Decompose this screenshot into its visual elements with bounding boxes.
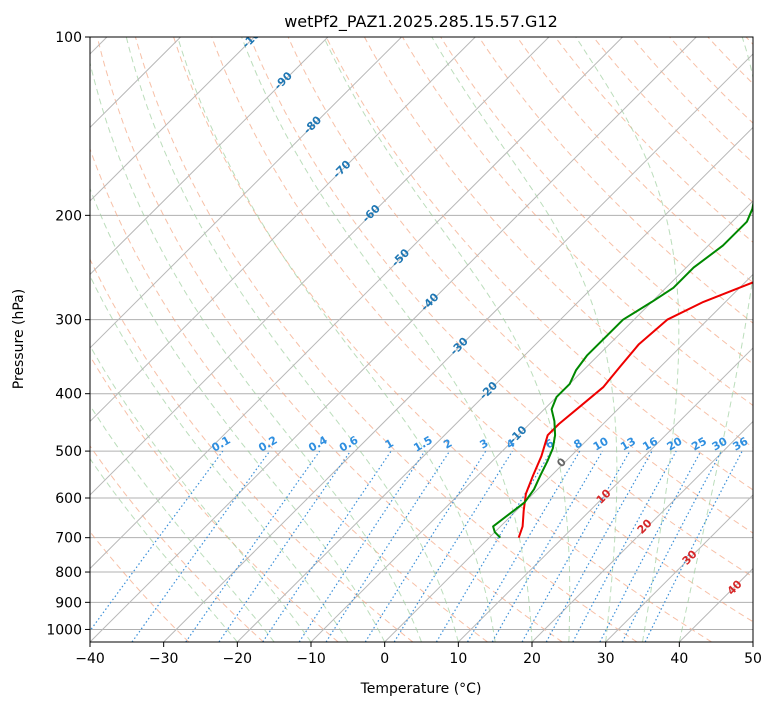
mixing-ratio-line [262,450,392,642]
mixing-ratio-line [185,450,321,642]
dry-adiabat [134,37,638,642]
x-tick-label: 10 [449,651,467,667]
x-tick-label: 40 [670,651,688,667]
x-tick-label: −10 [296,651,326,667]
moist-adiabat [90,404,275,642]
isotherm [457,347,753,642]
dry-adiabat [249,37,753,578]
background-lines [90,37,753,642]
isotherm [90,37,402,349]
y-tick-label: 800 [55,565,82,581]
dry-adiabat [96,37,563,642]
mixing-ratio-line [644,450,743,642]
mixing-ratio-line [393,450,513,642]
dry-adiabat [363,37,753,449]
x-axis-label: Temperature (°C) [360,681,482,697]
dry-adiabat [90,445,264,642]
mixing-ratio-line [90,450,224,632]
mixing-ratio-line [521,450,631,642]
y-tick-label: 900 [55,595,82,611]
y-tick-label: 600 [55,491,82,507]
y-tick-label: 300 [55,313,82,329]
isotherm [90,37,476,423]
dry-adiabat [402,37,753,407]
dry-adiabat [440,37,753,365]
mixing-ratio-line [572,450,677,642]
x-tick-label: −40 [75,651,105,667]
dry-adiabat [631,37,753,164]
moist-adiabat [323,37,571,642]
isotherm [163,53,753,642]
y-tick-label: 100 [55,30,82,46]
isotherm [605,494,753,642]
dewpoint-profile [492,199,753,539]
isotherm [236,126,753,642]
moist-adiabat [431,37,618,642]
moist-adiabat [241,37,533,642]
y-tick-label: 1000 [46,622,82,638]
moist-adiabat [90,457,238,642]
isotherm [90,37,697,642]
dry-adiabat [325,37,753,491]
moist-adiabat [90,274,349,642]
x-tick-label: 0 [380,651,389,667]
x-axis: −40 −30 −20 −10 0 10 20 30 40 50 [75,642,762,667]
moist-adiabat [90,61,422,642]
temperature-profile [517,281,753,539]
mixing-ratio-line [325,450,451,642]
moist-adiabat [125,37,459,642]
x-tick-label: 30 [597,651,615,667]
mixing-ratio-line [364,450,487,642]
y-axis-label: Pressure (hPa) [11,289,27,389]
isotherm [90,37,329,276]
isotherm [531,420,753,642]
moist-adiabat [678,37,753,642]
isotherm [90,37,623,570]
isotherm [310,200,753,642]
moist-adiabat [177,37,496,642]
y-tick-label: 700 [55,531,82,547]
x-tick-label: −20 [223,651,253,667]
chart-title: wetPf2_PAZ1.2025.285.15.57.G12 [284,12,558,32]
dry-adiabat [211,37,753,623]
y-axis: 1000 900 800 700 600 500 400 300 200 100 [46,30,90,638]
mixing-ratio-line [545,450,653,642]
x-tick-label: 20 [523,651,541,667]
series-layer [492,199,753,539]
mixing-ratio-line [218,450,351,642]
isotherm [384,273,753,642]
moist-adiabat [90,187,386,642]
x-tick-label: 50 [744,651,762,667]
x-tick-label: −30 [149,651,179,667]
y-tick-label: 200 [55,208,82,224]
isotherm [90,37,550,496]
mixing-ratio-line [131,450,271,642]
y-tick-label: 400 [55,387,82,403]
y-tick-label: 500 [55,444,82,460]
moist-adiabat [575,37,680,642]
plot-area [90,37,753,642]
plot-frame [89,36,754,643]
mixing-ratio-line [298,450,426,642]
isotherm [90,37,255,202]
dry-adiabat [90,258,414,642]
